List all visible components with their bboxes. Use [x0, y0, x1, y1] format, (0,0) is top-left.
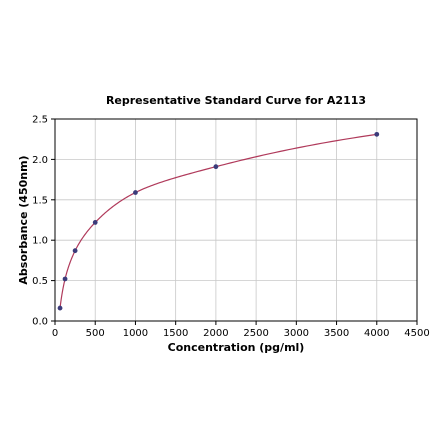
y-tick-label: 0.0 [32, 317, 48, 328]
data-point [133, 190, 138, 195]
data-point [213, 164, 219, 170]
y-tick-label: 1.0 [32, 236, 48, 247]
chart-title: Representative Standard Curve for A2113 [106, 94, 366, 107]
data-point [57, 305, 63, 311]
x-tick-label: 0 [52, 328, 58, 339]
x-tick-label: 3000 [284, 328, 309, 339]
x-tick-label: 2500 [243, 328, 268, 339]
plot-area-frame [54, 118, 418, 322]
grid-lines [55, 119, 417, 321]
x-tick-label: 500 [86, 328, 105, 339]
y-axis-title: Absorbance (450nm) [17, 155, 30, 284]
y-tick-label: 1.5 [32, 195, 48, 206]
x-axis-title: Concentration (pg/ml) [168, 341, 305, 354]
data-point [92, 220, 98, 225]
x-tick-label: 1500 [163, 328, 188, 339]
data-point [72, 248, 78, 254]
x-tick-label: 1000 [123, 328, 148, 339]
y-tick-label: 0.5 [32, 276, 48, 287]
x-tick-label: 3500 [324, 328, 349, 339]
data-point [62, 276, 68, 282]
y-tick-label: 2.0 [32, 155, 48, 166]
x-tick-label: 4000 [364, 328, 389, 339]
axis-ticks: 0 500 1000 1500 2000 2500 3000 3500 4000 4500 0.0 0… [32, 115, 430, 340]
x-tick-label: 2000 [203, 328, 228, 339]
x-tick-label: 4500 [404, 328, 429, 339]
data-point [374, 131, 380, 137]
y-tick-label: 2.5 [32, 115, 48, 126]
data-points-layer [57, 131, 380, 311]
